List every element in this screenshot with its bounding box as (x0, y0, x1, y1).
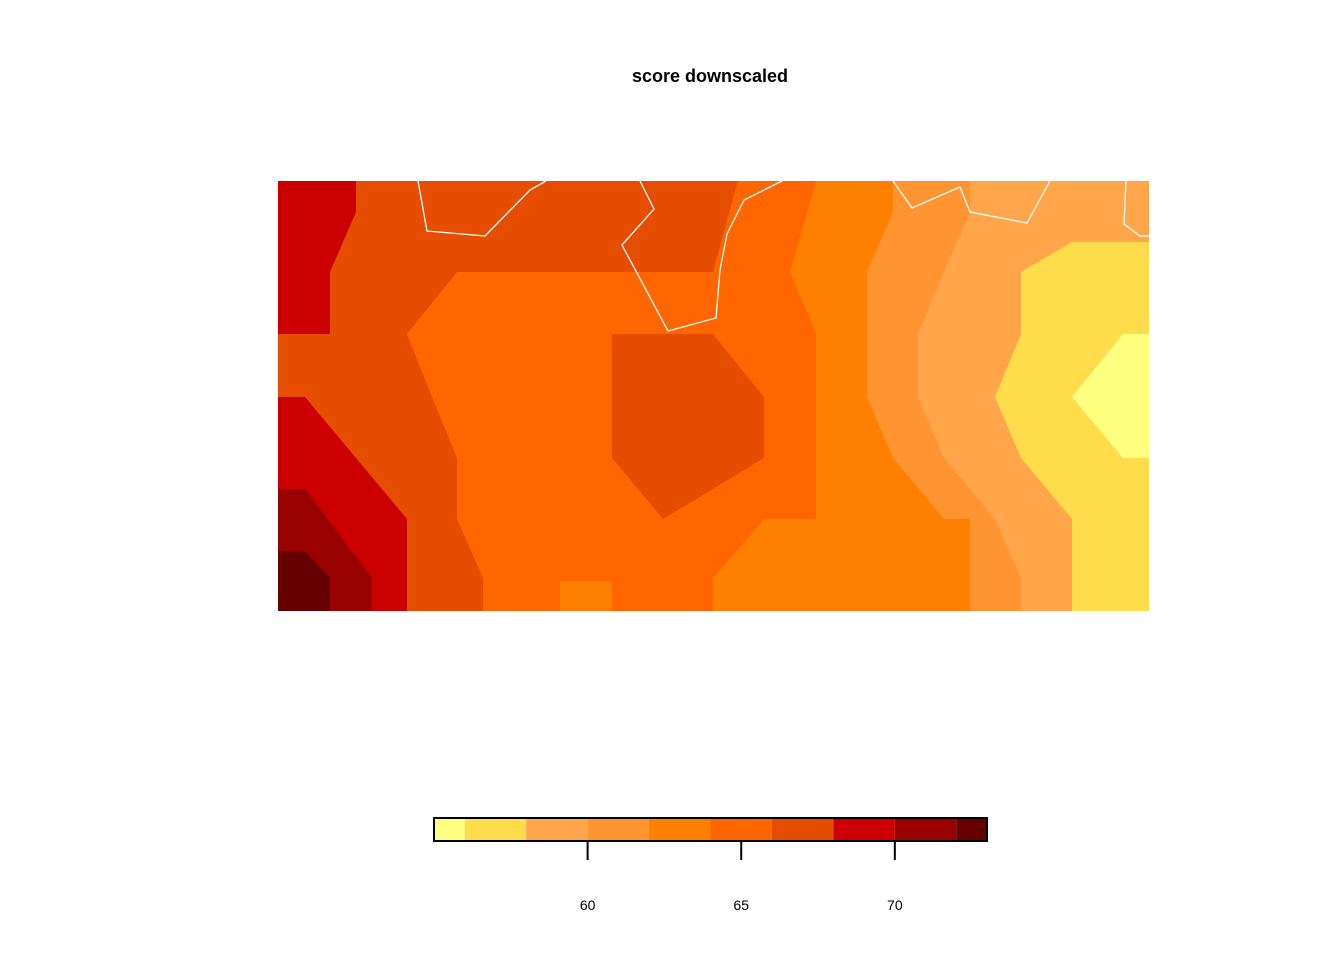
heatmap-band-orange-east (713, 181, 970, 611)
heatmap-band-red-northwest (278, 181, 356, 334)
legend-tick-label-70: 70 (887, 897, 903, 913)
heatmap-band-yellow (995, 242, 1149, 611)
chart-title: score downscaled (631, 66, 789, 86)
legend-bar (433, 817, 988, 842)
region-outline-northeast (892, 180, 1051, 224)
legend-tick-label-60: 60 (580, 897, 596, 913)
legend-ticks: 60 65 70 (580, 841, 903, 913)
legend-swatch-4 (649, 818, 711, 841)
legend-swatch-0 (434, 818, 465, 841)
region-outline-east-edge (1123, 180, 1149, 237)
heatmap-band-light-yellow (1072, 334, 1149, 458)
heatmap-band-notch (560, 581, 612, 611)
legend-swatch-9 (956, 818, 987, 841)
heatmap-band-orange-center (407, 181, 816, 611)
heatmap-band-orange-north (713, 181, 782, 272)
legend-tick-label-65: 65 (733, 897, 749, 913)
legend-swatch-3 (587, 818, 650, 841)
legend-swatch-7 (833, 818, 895, 841)
legend-swatch-1 (464, 818, 527, 841)
legend-swatch-8 (894, 818, 957, 841)
legend-swatch-5 (710, 818, 772, 841)
legend-swatch-6 (771, 818, 834, 841)
legend-border (433, 817, 988, 842)
legend-swatch-2 (526, 818, 588, 841)
region-outline-central (621, 180, 783, 332)
heatmap-band-island (612, 334, 764, 519)
region-outlines (417, 180, 1149, 332)
heatmap-band-maroon (278, 551, 330, 611)
heatmap-field (278, 181, 1149, 611)
region-outline-northwest (417, 180, 547, 237)
